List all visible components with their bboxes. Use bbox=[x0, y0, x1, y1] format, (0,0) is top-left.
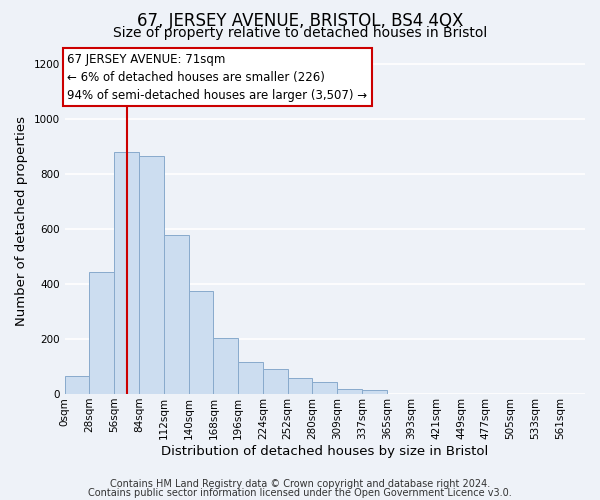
Y-axis label: Number of detached properties: Number of detached properties bbox=[15, 116, 28, 326]
Bar bbox=[65, 376, 89, 394]
Bar bbox=[164, 234, 188, 394]
Bar bbox=[238, 362, 263, 394]
Text: 67 JERSEY AVENUE: 71sqm
← 6% of detached houses are smaller (226)
94% of semi-de: 67 JERSEY AVENUE: 71sqm ← 6% of detached… bbox=[67, 52, 367, 102]
Bar bbox=[337, 388, 362, 394]
Bar bbox=[114, 152, 139, 394]
Bar bbox=[287, 378, 313, 394]
Bar bbox=[188, 291, 214, 394]
Bar bbox=[89, 272, 114, 394]
Bar bbox=[362, 390, 387, 394]
Bar bbox=[313, 382, 337, 394]
Text: 67, JERSEY AVENUE, BRISTOL, BS4 4QX: 67, JERSEY AVENUE, BRISTOL, BS4 4QX bbox=[137, 12, 463, 30]
Bar bbox=[263, 370, 287, 394]
Text: Contains HM Land Registry data © Crown copyright and database right 2024.: Contains HM Land Registry data © Crown c… bbox=[110, 479, 490, 489]
Text: Contains public sector information licensed under the Open Government Licence v3: Contains public sector information licen… bbox=[88, 488, 512, 498]
Bar bbox=[214, 338, 238, 394]
X-axis label: Distribution of detached houses by size in Bristol: Distribution of detached houses by size … bbox=[161, 444, 488, 458]
Bar bbox=[139, 156, 164, 394]
Text: Size of property relative to detached houses in Bristol: Size of property relative to detached ho… bbox=[113, 26, 487, 40]
